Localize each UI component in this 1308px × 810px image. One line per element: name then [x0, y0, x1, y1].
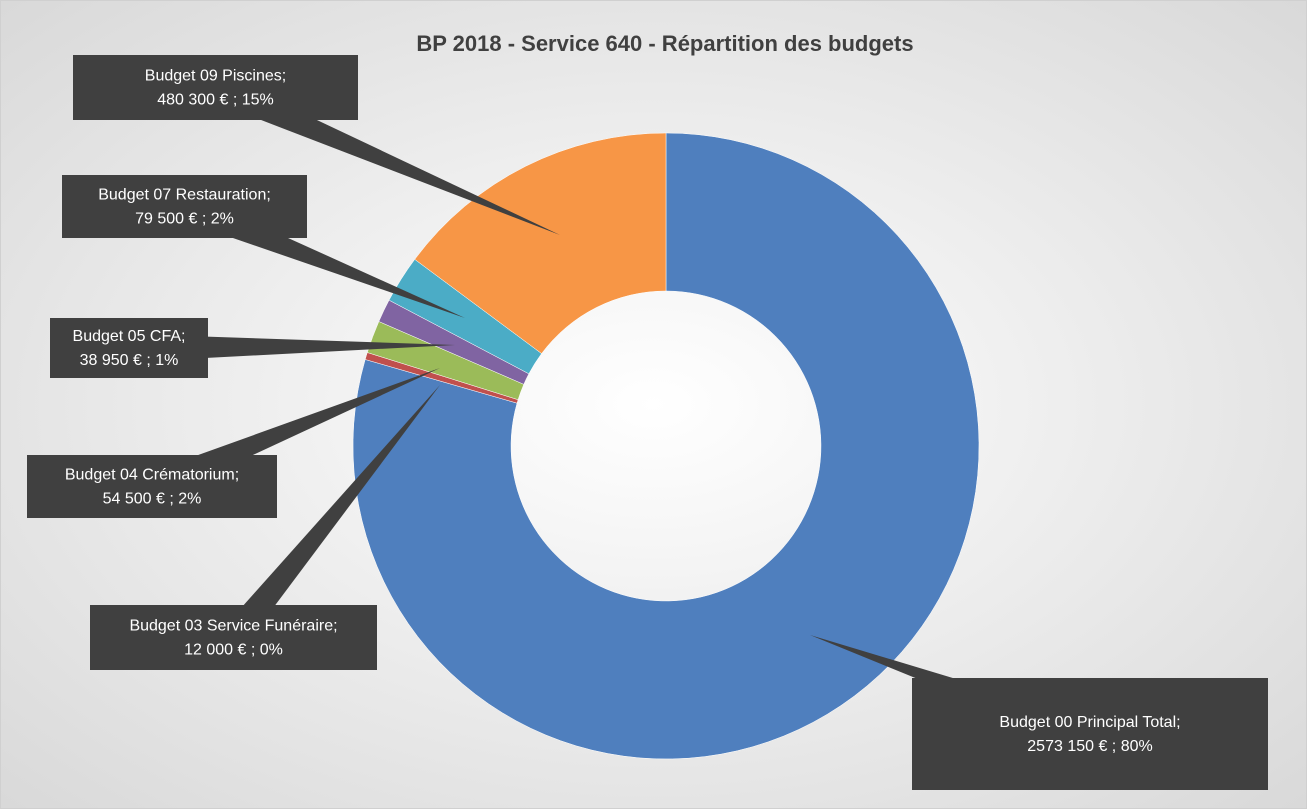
data-label-value: 38 950 € ; 1% — [80, 352, 179, 369]
data-label-box — [27, 455, 277, 518]
data-label-value: 79 500 € ; 2% — [135, 211, 234, 228]
leader-line — [222, 385, 440, 647]
leader-line — [128, 334, 456, 362]
data-label-name: Budget 03 Service Funéraire; — [129, 618, 337, 635]
data-label-value: 480 300 € ; 15% — [157, 92, 274, 109]
labels: Budget 00 Principal Total; 2573 150 € ; 8… — [27, 55, 1268, 790]
data-label-name: Budget 00 Principal Total; — [999, 714, 1180, 731]
data-label-value: 54 500 € ; 2% — [103, 491, 202, 508]
data-label-box — [73, 55, 358, 120]
data-label-box — [62, 175, 307, 238]
data-label-value: 12 000 € ; 0% — [184, 642, 283, 659]
data-label-box — [90, 605, 377, 670]
data-label-name: Budget 05 CFA; — [73, 328, 186, 345]
slices — [352, 132, 980, 760]
data-label-name: Budget 04 Crématorium; — [65, 467, 239, 484]
chart-title: BP 2018 - Service 640 - Répartition des … — [416, 31, 913, 56]
slice — [352, 132, 980, 760]
data-label-name: Budget 07 Restauration; — [98, 187, 271, 204]
data-label-box — [912, 678, 1268, 790]
data-label-box — [50, 318, 208, 378]
data-label-value: 2573 150 € ; 80% — [1027, 738, 1152, 755]
data-label-name: Budget 09 Piscines; — [145, 68, 286, 85]
